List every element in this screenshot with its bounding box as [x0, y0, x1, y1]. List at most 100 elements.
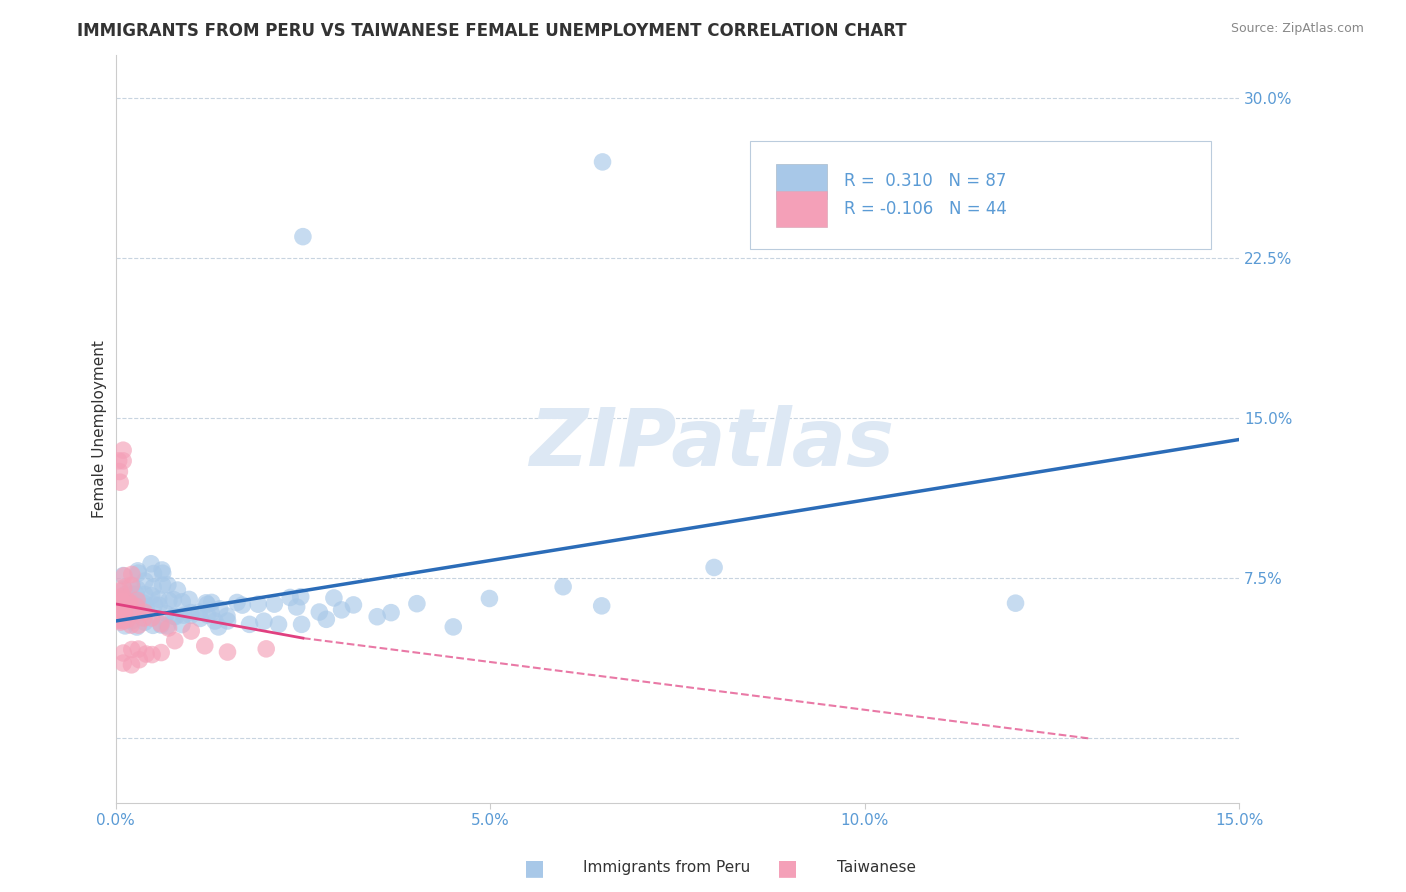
Point	[179, 592, 201, 607]
Point	[114, 619, 136, 633]
Point	[128, 653, 150, 667]
Point	[172, 595, 194, 609]
Point	[152, 578, 174, 592]
Text: ■: ■	[524, 858, 544, 878]
Point	[134, 605, 156, 619]
Point	[134, 587, 156, 601]
Point	[150, 563, 173, 577]
Point	[217, 614, 239, 628]
Point	[254, 641, 277, 656]
Point	[170, 617, 193, 632]
Point	[118, 604, 141, 618]
Point	[127, 582, 149, 596]
Point	[207, 620, 229, 634]
Point	[112, 595, 135, 609]
Point	[134, 615, 156, 629]
Point	[197, 607, 219, 622]
Point	[120, 614, 142, 628]
Point	[157, 593, 180, 607]
Point	[110, 595, 132, 609]
Point	[201, 595, 224, 609]
Point	[125, 587, 148, 601]
Point	[263, 597, 285, 611]
Point	[125, 599, 148, 614]
Point	[553, 580, 575, 594]
Point	[111, 590, 134, 604]
Point	[204, 614, 226, 628]
Point	[121, 642, 143, 657]
Point	[117, 594, 139, 608]
Point	[108, 614, 131, 628]
Point	[112, 581, 135, 595]
Point	[112, 656, 135, 670]
Text: Source: ZipAtlas.com: Source: ZipAtlas.com	[1230, 22, 1364, 36]
Point	[127, 593, 149, 607]
Point	[231, 598, 253, 612]
Point	[163, 609, 186, 624]
Point	[135, 600, 157, 615]
Point	[115, 591, 138, 606]
Point	[108, 475, 131, 490]
Point	[127, 566, 149, 580]
Point	[591, 599, 613, 613]
Text: R = -0.106   N = 44: R = -0.106 N = 44	[844, 200, 1007, 219]
Point	[120, 578, 142, 592]
Text: R =  0.310   N = 87: R = 0.310 N = 87	[844, 172, 1007, 191]
Point	[188, 605, 211, 619]
Point	[134, 611, 156, 625]
Point	[180, 606, 202, 620]
Point	[121, 592, 143, 607]
Point	[180, 608, 202, 623]
Point	[1004, 596, 1026, 610]
Point	[180, 624, 202, 639]
Point	[215, 609, 238, 624]
Point	[148, 592, 170, 607]
Point	[127, 642, 149, 657]
Point	[112, 646, 135, 660]
Point	[110, 584, 132, 599]
Point	[166, 582, 188, 597]
Point	[173, 608, 195, 623]
Point	[110, 601, 132, 615]
Point	[406, 597, 429, 611]
Point	[142, 580, 165, 594]
Point	[195, 596, 218, 610]
Point	[156, 619, 179, 633]
Point	[150, 646, 173, 660]
Point	[125, 595, 148, 609]
Point	[120, 602, 142, 616]
Point	[188, 611, 211, 625]
Point	[278, 591, 301, 605]
Point	[114, 599, 136, 614]
Point	[108, 465, 131, 479]
Point	[195, 598, 218, 612]
Point	[108, 613, 131, 627]
Point	[155, 607, 177, 621]
Point	[120, 618, 142, 632]
Point	[112, 454, 135, 468]
Point	[141, 589, 163, 603]
Point	[194, 639, 217, 653]
Point	[121, 657, 143, 672]
Point	[112, 569, 135, 583]
Point	[114, 588, 136, 602]
Bar	[776, 163, 827, 200]
Point	[157, 621, 180, 635]
Point	[121, 567, 143, 582]
Point	[148, 599, 170, 613]
Point	[208, 602, 231, 616]
Point	[141, 648, 163, 662]
Point	[112, 614, 135, 628]
Point	[217, 645, 239, 659]
Point	[128, 618, 150, 632]
Point	[285, 599, 308, 614]
Point	[162, 592, 184, 607]
FancyBboxPatch shape	[751, 141, 1211, 250]
Point	[107, 600, 129, 615]
Point	[142, 618, 165, 632]
Y-axis label: Female Unemployment: Female Unemployment	[93, 340, 107, 517]
Point	[108, 591, 131, 606]
Point	[111, 607, 134, 621]
Point	[267, 617, 290, 632]
Point	[163, 633, 186, 648]
